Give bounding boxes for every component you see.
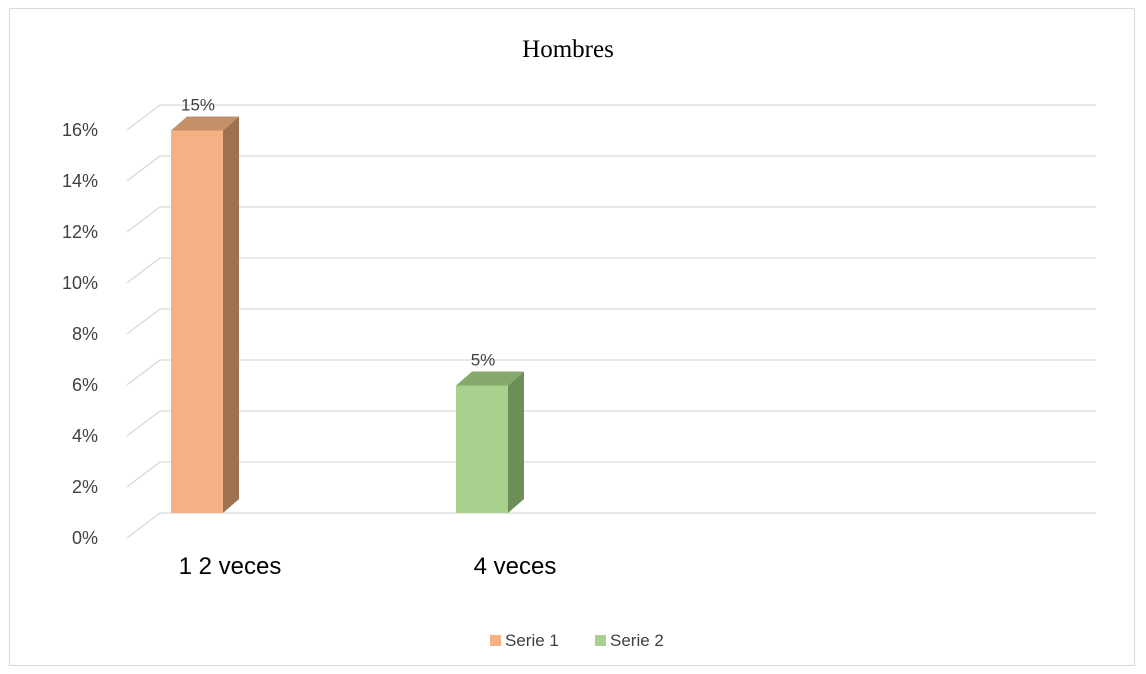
gridline — [126, 512, 1096, 539]
legend-label: Serie 2 — [610, 631, 664, 650]
bar-side — [508, 371, 524, 513]
y-tick-label: 12% — [62, 222, 98, 242]
x-axis-categories: 1 2 veces 4 veces — [179, 553, 557, 580]
y-tick-label: 2% — [72, 477, 98, 497]
y-tick-label: 8% — [72, 324, 98, 344]
legend-label: Serie 1 — [505, 631, 559, 650]
bar-front — [456, 385, 508, 513]
chart-title: Hombres — [522, 36, 614, 63]
legend-swatch — [490, 635, 501, 646]
y-tick-label: 4% — [72, 426, 98, 446]
y-axis-ticks: 0% 2% 4% 6% 8% 10% 12% 14% 16% — [62, 120, 98, 548]
data-label: 5% — [471, 351, 496, 370]
bar-front — [171, 130, 223, 513]
gridline — [126, 308, 1096, 335]
gridline — [126, 155, 1096, 182]
gridline — [126, 104, 1096, 131]
bar-top — [171, 116, 239, 131]
gridline — [126, 461, 1096, 488]
gridline — [126, 206, 1096, 233]
gridline — [126, 257, 1096, 284]
legend: Serie 1 Serie 2 — [490, 631, 664, 650]
legend-swatch — [595, 635, 606, 646]
gridline — [126, 359, 1096, 386]
y-tick-label: 14% — [62, 171, 98, 191]
bar-side — [223, 116, 239, 513]
y-tick-label: 0% — [72, 528, 98, 548]
x-category-label: 1 2 veces — [179, 553, 282, 580]
y-tick-label: 10% — [62, 273, 98, 293]
y-tick-label: 16% — [62, 120, 98, 140]
y-tick-label: 6% — [72, 375, 98, 395]
data-label: 15% — [181, 96, 215, 115]
gridline — [126, 410, 1096, 437]
x-category-label: 4 veces — [474, 553, 557, 580]
gridlines — [126, 104, 1096, 539]
bars: 15% 5% — [171, 96, 524, 513]
bar-top — [456, 371, 524, 386]
